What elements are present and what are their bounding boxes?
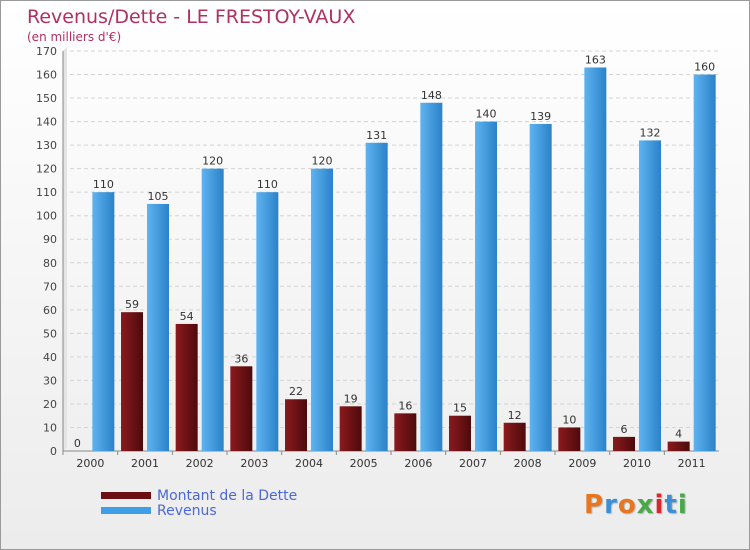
data-label-revenus: 148 <box>421 89 442 102</box>
bar-revenus <box>639 140 661 452</box>
y-tick-label: 170 <box>36 45 57 58</box>
data-label-revenus: 132 <box>640 126 661 139</box>
y-tick-label: 110 <box>36 186 57 199</box>
bar-revenus <box>92 192 115 452</box>
data-label-revenus: 120 <box>202 155 223 168</box>
legend-item-revenus: Revenus <box>101 502 297 519</box>
bar-dette <box>613 436 635 451</box>
data-label-revenus: 120 <box>312 155 333 168</box>
x-tick-label: 2010 <box>623 457 651 470</box>
bar-dette <box>394 413 417 451</box>
x-tick-label: 2004 <box>295 457 323 470</box>
legend-label-revenus: Revenus <box>157 502 217 519</box>
bar-dette <box>667 441 690 451</box>
data-label-dette: 16 <box>398 399 412 412</box>
data-label-dette: 12 <box>508 409 522 422</box>
y-tick-label: 40 <box>43 351 57 364</box>
data-label-revenus: 131 <box>366 129 387 142</box>
data-label-dette: 4 <box>675 428 682 441</box>
x-tick-label: 2003 <box>240 457 268 470</box>
y-tick-label: 60 <box>43 304 57 317</box>
bar-dette <box>558 427 581 451</box>
x-tick-label: 2009 <box>568 457 596 470</box>
data-label-dette: 15 <box>453 402 467 415</box>
bar-dette <box>339 406 362 451</box>
data-label-dette: 10 <box>562 413 576 426</box>
x-tick-label: 2007 <box>459 457 487 470</box>
y-tick-label: 20 <box>43 398 57 411</box>
y-tick-label: 70 <box>43 280 57 293</box>
y-tick-label: 140 <box>36 116 57 129</box>
bar-revenus <box>420 102 443 451</box>
y-tick-label: 80 <box>43 257 57 270</box>
x-tick-label: 2006 <box>404 457 432 470</box>
x-tick-label: 2005 <box>350 457 378 470</box>
y-tick-label: 130 <box>36 139 57 152</box>
y-tick-label: 160 <box>36 69 57 82</box>
axis-wall <box>63 47 67 451</box>
bar-revenus <box>584 67 607 452</box>
bar-revenus <box>693 74 716 451</box>
bar-revenus <box>256 192 279 452</box>
data-label-dette: 6 <box>621 423 628 436</box>
x-tick-label: 2000 <box>76 457 104 470</box>
y-tick-label: 100 <box>36 210 57 223</box>
bar-revenus <box>147 203 169 451</box>
legend: Montant de la Dette Revenus <box>101 487 298 519</box>
y-tick-label: 10 <box>43 421 57 434</box>
legend-item-dette: Montant de la Dette <box>101 487 298 504</box>
y-tick-label: 120 <box>36 163 57 176</box>
chart-title: Revenus/Dette - LE FRESTOY-VAUX <box>27 6 356 28</box>
bar-dette <box>285 399 307 451</box>
bar-dette <box>121 312 143 451</box>
bar-dette <box>449 415 471 451</box>
y-tick-label: 0 <box>50 445 57 458</box>
y-tick-label: 50 <box>43 327 57 340</box>
data-label-dette: 19 <box>344 392 358 405</box>
bar-revenus <box>475 121 497 452</box>
data-label-revenus: 139 <box>530 110 551 123</box>
data-label-dette: 54 <box>180 310 194 323</box>
proxiti-logo: Proxiti <box>584 490 688 520</box>
data-label-dette: 36 <box>234 352 248 365</box>
data-label-revenus: 163 <box>585 53 606 66</box>
x-tick-label: 2002 <box>186 457 214 470</box>
y-tick-label: 30 <box>43 374 57 387</box>
data-label-revenus: 110 <box>93 178 114 191</box>
legend-swatch-dette <box>101 492 151 499</box>
chart-subtitle: (en milliers d'€) <box>27 30 122 44</box>
bar-dette <box>503 422 526 451</box>
bar-revenus <box>365 142 388 451</box>
x-tick-label: 2008 <box>514 457 542 470</box>
data-label-dette: 22 <box>289 385 303 398</box>
bar-dette <box>230 366 253 451</box>
bar-dette <box>175 323 198 451</box>
x-tick-label: 2001 <box>131 457 159 470</box>
bar-revenus <box>311 168 333 451</box>
bar-revenus <box>529 123 552 452</box>
legend-swatch-revenus <box>101 507 151 514</box>
x-tick-label: 2011 <box>678 457 706 470</box>
data-label-revenus: 140 <box>476 108 497 121</box>
data-label-revenus: 110 <box>257 178 278 191</box>
data-label-dette: 59 <box>125 298 139 311</box>
y-tick-label: 90 <box>43 233 57 246</box>
data-label-revenus: 105 <box>148 190 169 203</box>
data-label-dette: 0 <box>74 437 81 450</box>
data-label-revenus: 160 <box>694 61 715 74</box>
bar-revenus <box>201 168 224 451</box>
legend-label-dette: Montant de la Dette <box>157 487 298 504</box>
y-tick-label: 150 <box>36 92 57 105</box>
